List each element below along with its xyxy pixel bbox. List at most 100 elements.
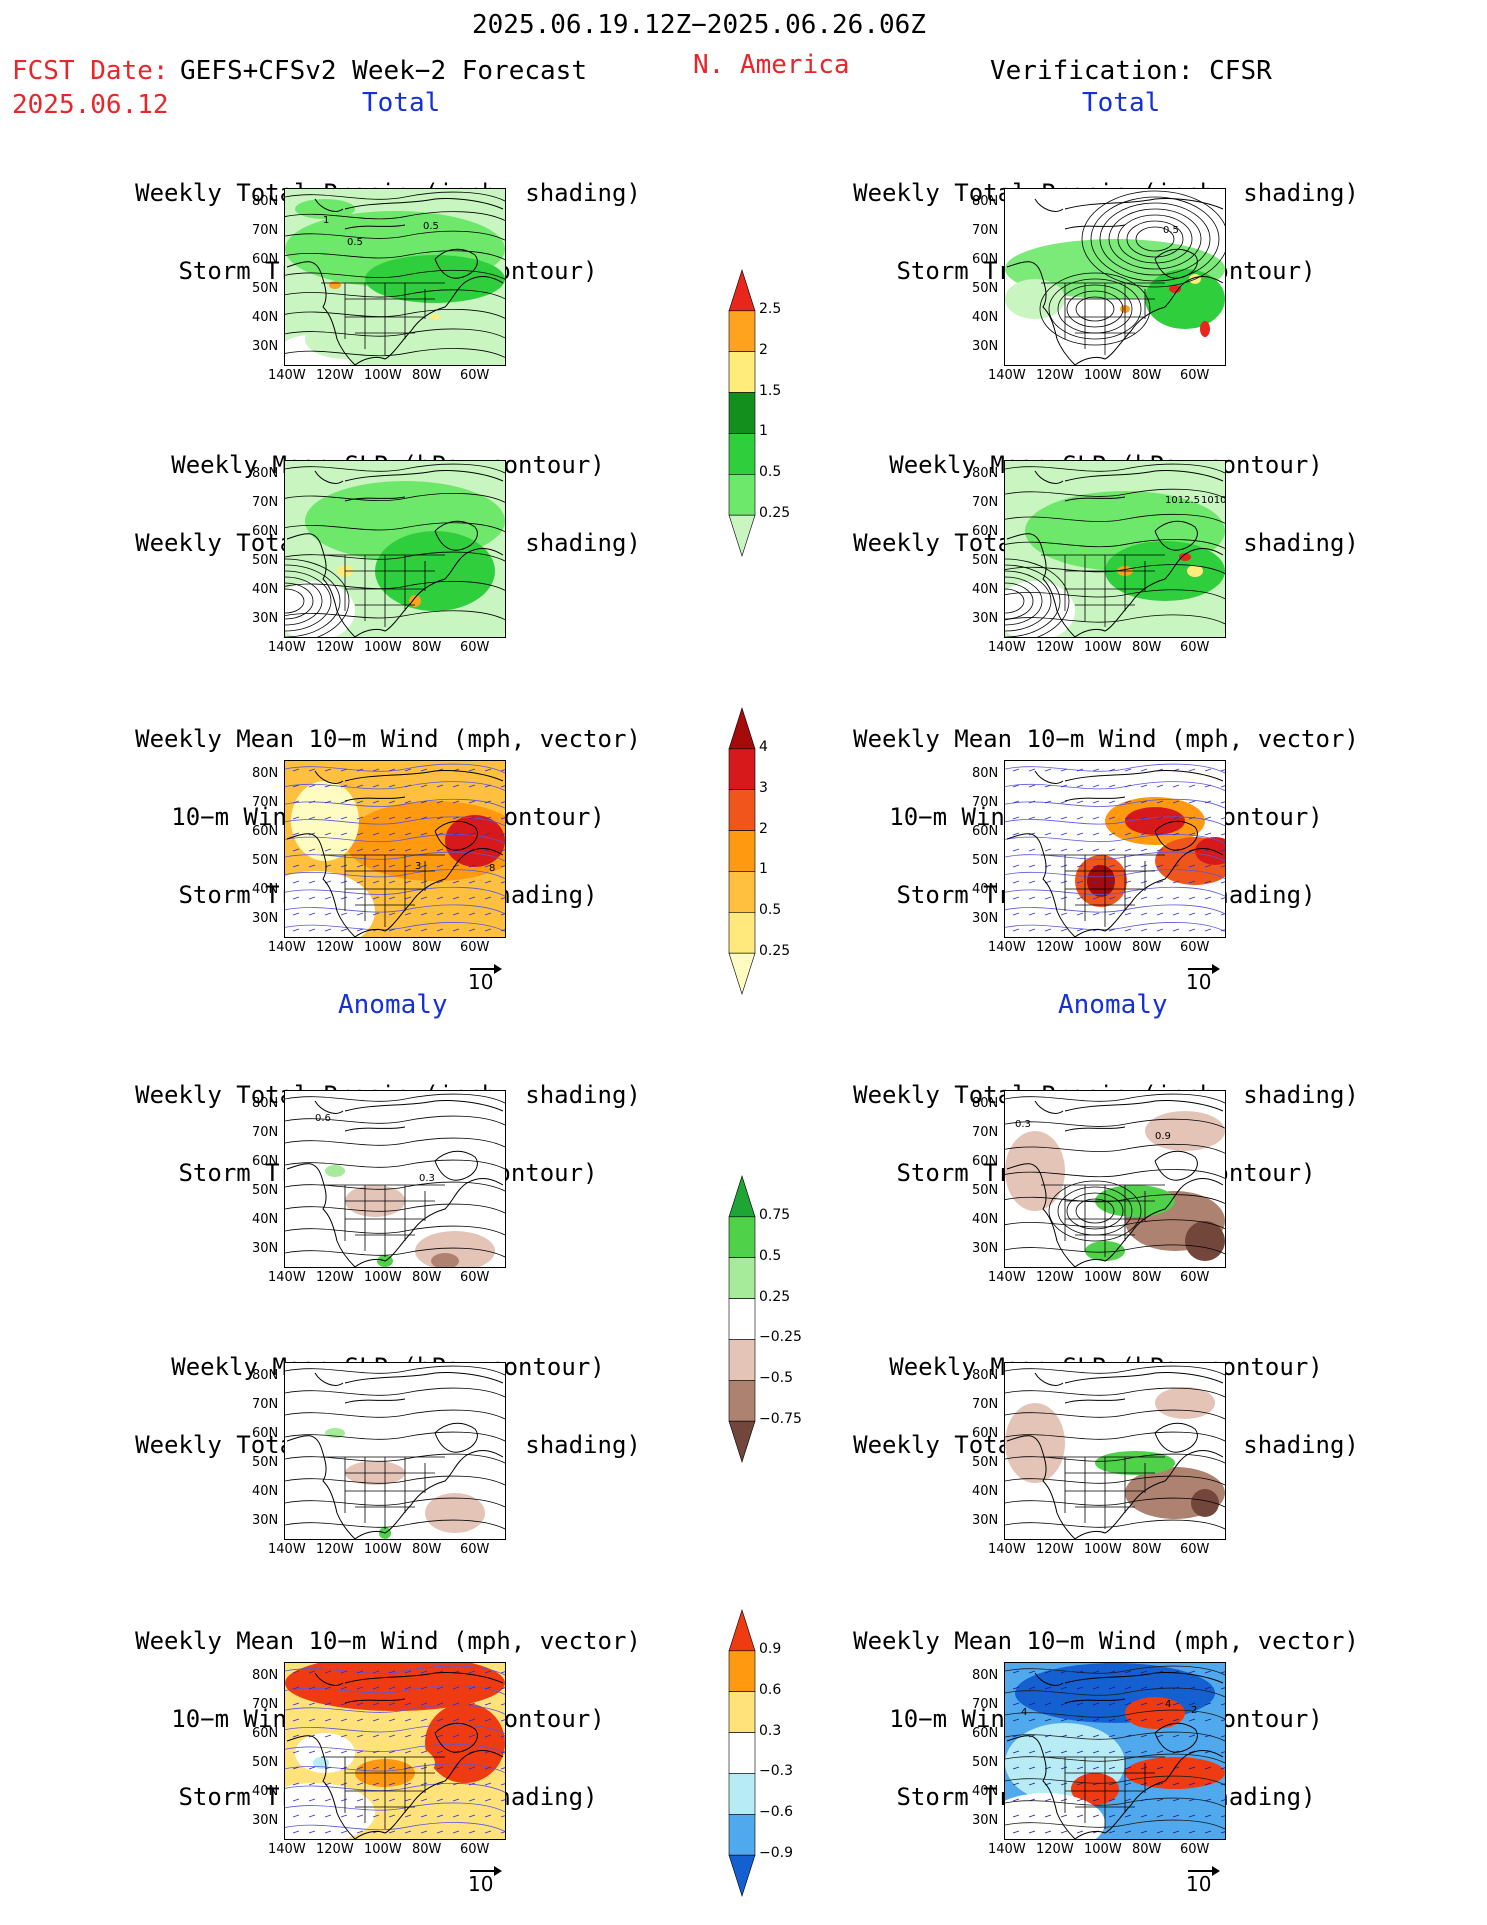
lat-tick-label: 50N	[252, 553, 279, 568]
lon-tick-label: 120W	[316, 1270, 354, 1285]
colorbar-segment	[728, 748, 756, 791]
lon-tick-label: 60W	[460, 940, 490, 955]
lat-tick-label: 30N	[972, 611, 999, 626]
lat-tick-label: 70N	[972, 795, 999, 810]
colorbar-segment	[728, 1420, 756, 1463]
lat-tick-label: 40N	[252, 310, 279, 325]
map-field	[285, 1663, 505, 1839]
lat-tick-label: 50N	[972, 281, 999, 296]
lat-tick-label: 40N	[252, 1784, 279, 1799]
colorbar-segment	[728, 473, 756, 516]
lon-tick-label: 80W	[412, 1842, 442, 1857]
colorbar-segment	[728, 1257, 756, 1299]
lat-tick-label: 30N	[972, 1241, 999, 1256]
arrow-icon	[470, 1866, 502, 1876]
svg-text:1: 1	[323, 215, 329, 226]
lat-tick-label: 60N	[252, 824, 279, 839]
map-field: 1012.5 1010	[1005, 461, 1225, 637]
lon-tick-label: 60W	[1180, 640, 1210, 655]
lon-tick-label: 80W	[1132, 940, 1162, 955]
colorbar-tick-label: −0.25	[759, 1329, 802, 1346]
lon-tick-label: 140W	[268, 1842, 306, 1857]
lat-tick-label: 40N	[252, 882, 279, 897]
lat-tick-label: 70N	[252, 1697, 279, 1712]
lat-tick-label: 50N	[972, 553, 999, 568]
lat-tick-label: 40N	[972, 882, 999, 897]
lon-tick-label: 120W	[1036, 1542, 1074, 1557]
colorbar-segment	[728, 1175, 756, 1218]
lat-tick-label: 70N	[972, 223, 999, 238]
colorbar-tick-label: 2.5	[759, 300, 782, 317]
lon-tick-label: 80W	[1132, 368, 1162, 383]
title-line: Weekly Mean 10−m Wind (mph, vector)	[853, 725, 1359, 753]
lat-tick-label: 80N	[972, 1668, 999, 1683]
colorbar-segment	[728, 1650, 756, 1693]
lon-tick-label: 80W	[1132, 1842, 1162, 1857]
lat-tick-label: 50N	[252, 281, 279, 296]
colorbar-tick-label: −0.75	[759, 1411, 802, 1428]
lat-tick-label: 30N	[972, 339, 999, 354]
colorbar-tick-label: −0.6	[759, 1804, 793, 1821]
lon-tick-label: 140W	[268, 368, 306, 383]
colorbar-segment	[728, 269, 756, 312]
lon-tick-label: 60W	[1180, 940, 1210, 955]
colorbar-segment	[728, 1216, 756, 1259]
colorbar-tick-label: −0.5	[759, 1370, 793, 1387]
colorbar-segment	[728, 707, 756, 750]
lat-tick-label: 80N	[972, 1096, 999, 1111]
lon-tick-label: 80W	[1132, 1270, 1162, 1285]
colorbar-segment	[728, 1298, 756, 1340]
colorbar-tick-label: 4	[759, 738, 768, 755]
lon-tick-label: 120W	[316, 1542, 354, 1557]
lon-tick-label: 140W	[988, 1542, 1026, 1557]
arrow-icon	[470, 964, 502, 974]
lat-tick-label: 30N	[252, 911, 279, 926]
ref-vector-total-right: 10	[1186, 964, 1220, 994]
colorbar-tick-label: 3	[759, 779, 768, 796]
lon-tick-label: 100W	[364, 940, 402, 955]
map-obs-anom-precip-storm: 0.3 0.9	[1004, 1090, 1226, 1268]
lon-tick-label: 60W	[1180, 1842, 1210, 1857]
colorbar-tick-label: 0.5	[759, 902, 782, 919]
lat-tick-label: 70N	[972, 495, 999, 510]
ref-vector-label: 10	[1186, 1872, 1212, 1896]
map-fcst-total-precip-storm: 1 0.5 0.5	[284, 188, 506, 366]
map-field: 4 2 4	[1005, 1663, 1225, 1839]
lon-tick-label: 140W	[268, 940, 306, 955]
colorbar-segment	[728, 1609, 756, 1652]
colorbar-tick-label: 1	[759, 861, 768, 878]
map-field: 0.6 0.3	[285, 1091, 505, 1267]
lon-tick-label: 100W	[1084, 368, 1122, 383]
lat-tick-label: 30N	[252, 611, 279, 626]
lon-tick-label: 80W	[412, 1542, 442, 1557]
lat-tick-label: 60N	[972, 1426, 999, 1441]
lon-tick-label: 100W	[1084, 940, 1122, 955]
model-label: GEFS+CFSv2 Week−2 Forecast	[180, 56, 587, 86]
colorbar	[728, 1175, 756, 1463]
arrow-icon	[1188, 964, 1220, 974]
colorbar-tick-label: 0.9	[759, 1640, 782, 1657]
lon-tick-label: 140W	[268, 640, 306, 655]
colorbar-segment	[728, 1732, 756, 1774]
lat-tick-label: 60N	[972, 1154, 999, 1169]
lon-tick-label: 60W	[1180, 1270, 1210, 1285]
lat-tick-label: 80N	[252, 1368, 279, 1383]
colorbar-segment	[728, 514, 756, 557]
map-fcst-anom-precip-storm: 0.6 0.3	[284, 1090, 506, 1268]
lon-tick-label: 80W	[412, 640, 442, 655]
lat-tick-label: 30N	[252, 339, 279, 354]
map-fcst-total-slp-precip	[284, 460, 506, 638]
svg-text:0.5: 0.5	[423, 221, 439, 232]
map-field	[1005, 1363, 1225, 1539]
colorbar	[728, 269, 756, 557]
lon-tick-label: 60W	[460, 1842, 490, 1857]
colorbar-segment	[728, 1813, 756, 1856]
lat-tick-label: 50N	[252, 1755, 279, 1770]
lat-tick-label: 50N	[972, 1183, 999, 1198]
lon-tick-label: 80W	[412, 940, 442, 955]
colorbar-segment	[728, 433, 756, 475]
map-field	[1005, 761, 1225, 937]
ref-vector-label: 10	[1186, 970, 1212, 994]
colorbar-segment	[728, 1854, 756, 1897]
colorbar-segment	[728, 1339, 756, 1381]
